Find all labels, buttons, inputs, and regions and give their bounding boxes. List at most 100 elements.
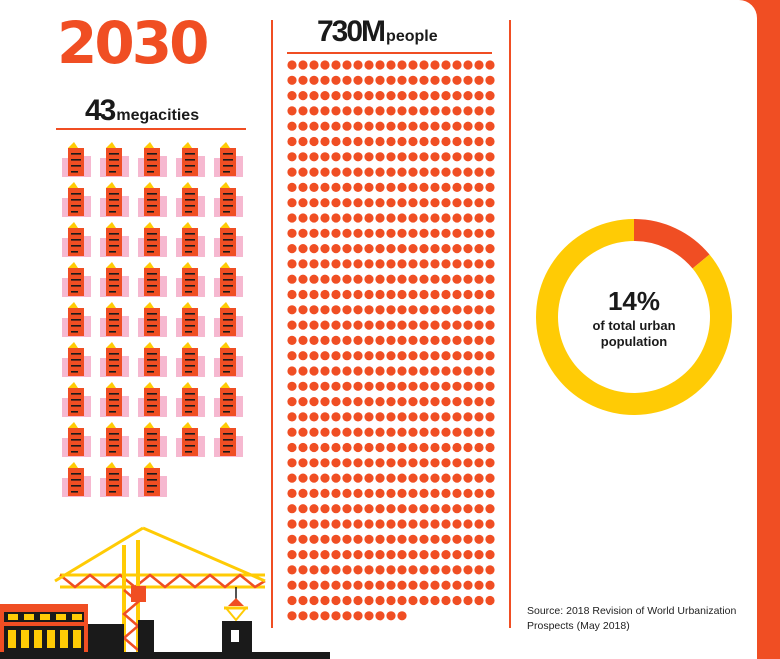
- person-dot: [375, 213, 385, 223]
- person-dot: [485, 91, 495, 101]
- person-dot: [397, 488, 407, 498]
- megacity-building-icon: [176, 382, 205, 417]
- person-dot: [298, 565, 308, 575]
- person-dot: [364, 60, 374, 70]
- donut-caption: of total urban population: [592, 318, 676, 349]
- person-dot: [342, 381, 352, 391]
- person-dot: [298, 504, 308, 514]
- person-dot: [463, 427, 473, 437]
- person-dot: [419, 397, 429, 407]
- person-dot: [309, 75, 319, 85]
- person-dot: [364, 427, 374, 437]
- person-dot: [331, 381, 341, 391]
- person-dot: [397, 152, 407, 162]
- person-dot: [463, 442, 473, 453]
- person-dot: [430, 152, 440, 162]
- person-dot: [353, 366, 363, 376]
- megacity-building-icon: [176, 302, 205, 337]
- person-dot: [474, 91, 484, 101]
- person-dot: [309, 397, 319, 407]
- person-dot: [485, 152, 495, 162]
- person-dot: [430, 121, 440, 131]
- megacity-building-icon: [176, 182, 205, 217]
- person-dot: [452, 305, 462, 315]
- person-dot: [474, 75, 484, 85]
- person-dot: [485, 595, 495, 606]
- person-dot: [386, 381, 396, 391]
- person-dot: [386, 198, 396, 208]
- person-dot: [309, 305, 319, 315]
- person-dot: [474, 565, 484, 575]
- person-dot: [375, 381, 385, 391]
- person-dot: [386, 534, 396, 544]
- person-dot: [353, 412, 363, 422]
- person-dot: [309, 198, 319, 208]
- person-dot: [298, 244, 308, 254]
- person-dot: [419, 106, 429, 116]
- person-dot: [353, 305, 363, 315]
- person-dot: [364, 244, 374, 254]
- person-dot: [353, 228, 363, 238]
- person-dot: [298, 320, 308, 330]
- person-dot: [353, 198, 363, 208]
- person-dot: [485, 381, 495, 391]
- person-dot: [287, 412, 297, 422]
- person-dot: [298, 228, 308, 238]
- person-dot: [298, 366, 308, 376]
- person-dot: [397, 565, 407, 575]
- megacity-building-icon: [214, 302, 243, 337]
- person-dot: [463, 305, 473, 315]
- person-dot: [474, 60, 484, 70]
- person-dot: [397, 167, 407, 177]
- person-dot: [298, 550, 308, 560]
- person-dot: [485, 397, 495, 407]
- megacity-building-icon: [138, 462, 167, 497]
- person-dot: [430, 366, 440, 376]
- person-dot: [441, 442, 451, 453]
- person-dot: [408, 351, 418, 361]
- person-dot: [364, 366, 374, 376]
- person-dot: [342, 198, 352, 208]
- person-dot: [408, 458, 418, 468]
- megacity-building-icon: [100, 302, 129, 337]
- person-dot: [419, 228, 429, 238]
- dark-tower: [138, 620, 154, 659]
- person-dot: [353, 152, 363, 162]
- person-dot: [364, 320, 374, 330]
- person-dot: [485, 504, 495, 514]
- person-dot: [441, 274, 451, 284]
- person-dot: [342, 91, 352, 101]
- person-dot: [397, 381, 407, 391]
- person-dot: [353, 335, 363, 345]
- person-dot: [430, 565, 440, 575]
- person-dot: [331, 580, 341, 590]
- person-dot: [463, 228, 473, 238]
- person-dot: [353, 473, 363, 483]
- person-dot: [397, 458, 407, 468]
- person-dot: [342, 289, 352, 300]
- person-dot: [474, 305, 484, 315]
- person-dot: [287, 595, 297, 606]
- person-dot: [397, 198, 407, 208]
- person-dot: [430, 519, 440, 529]
- person-dot: [331, 320, 341, 330]
- megacities-divider: [56, 128, 246, 130]
- person-dot: [474, 580, 484, 590]
- person-dot: [419, 91, 429, 101]
- person-dot: [441, 320, 451, 330]
- person-dot: [375, 595, 385, 606]
- person-dot: [375, 412, 385, 422]
- person-dot: [353, 244, 363, 254]
- person-dot: [309, 335, 319, 345]
- person-dot: [331, 427, 341, 437]
- person-dot: [375, 366, 385, 376]
- person-dot: [408, 167, 418, 177]
- person-dot: [419, 458, 429, 468]
- person-dot: [320, 213, 330, 223]
- infographic-card: 2030 43 megacities 730M people 14% of tota…: [0, 0, 757, 659]
- person-dot: [320, 152, 330, 162]
- person-dot: [430, 228, 440, 238]
- person-dot: [364, 412, 374, 422]
- person-dot: [452, 320, 462, 330]
- person-dot: [408, 335, 418, 345]
